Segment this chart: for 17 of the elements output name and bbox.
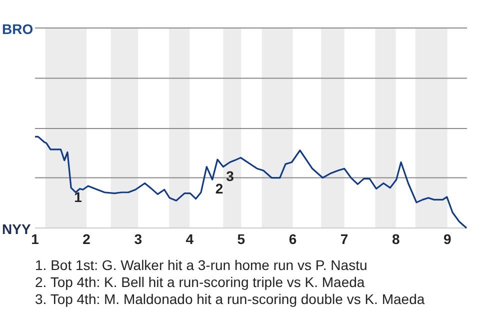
text: NYY	[2, 221, 32, 237]
x-tick-label: 3	[134, 231, 142, 247]
x-tick-label: 7	[340, 231, 348, 247]
text: 3. Top 4th: M. Maldonado hit a run-scoring double vs K. Maeda	[35, 291, 425, 307]
x-tick-label: 2	[82, 231, 91, 247]
text: 1. Bot 1st: G. Walker hit a 3-run home run vs P. Nastu	[35, 257, 368, 273]
x-tick-label: 8	[392, 231, 400, 247]
annotation: 2	[215, 180, 224, 197]
x-tick-label: 6	[288, 231, 297, 247]
x-tick-label: 5	[237, 231, 246, 247]
x-tick-label: 9	[444, 231, 452, 247]
annotation: 3	[226, 168, 234, 184]
annotation: 1	[74, 188, 82, 205]
x-tick-label: 4	[186, 231, 194, 247]
ref-line-label: BRO	[2, 21, 34, 37]
x-tick-label: 1	[31, 231, 40, 247]
text: 2. Top 4th: K. Bell hit a run-scoring triple vs K. Maeda	[35, 274, 365, 290]
